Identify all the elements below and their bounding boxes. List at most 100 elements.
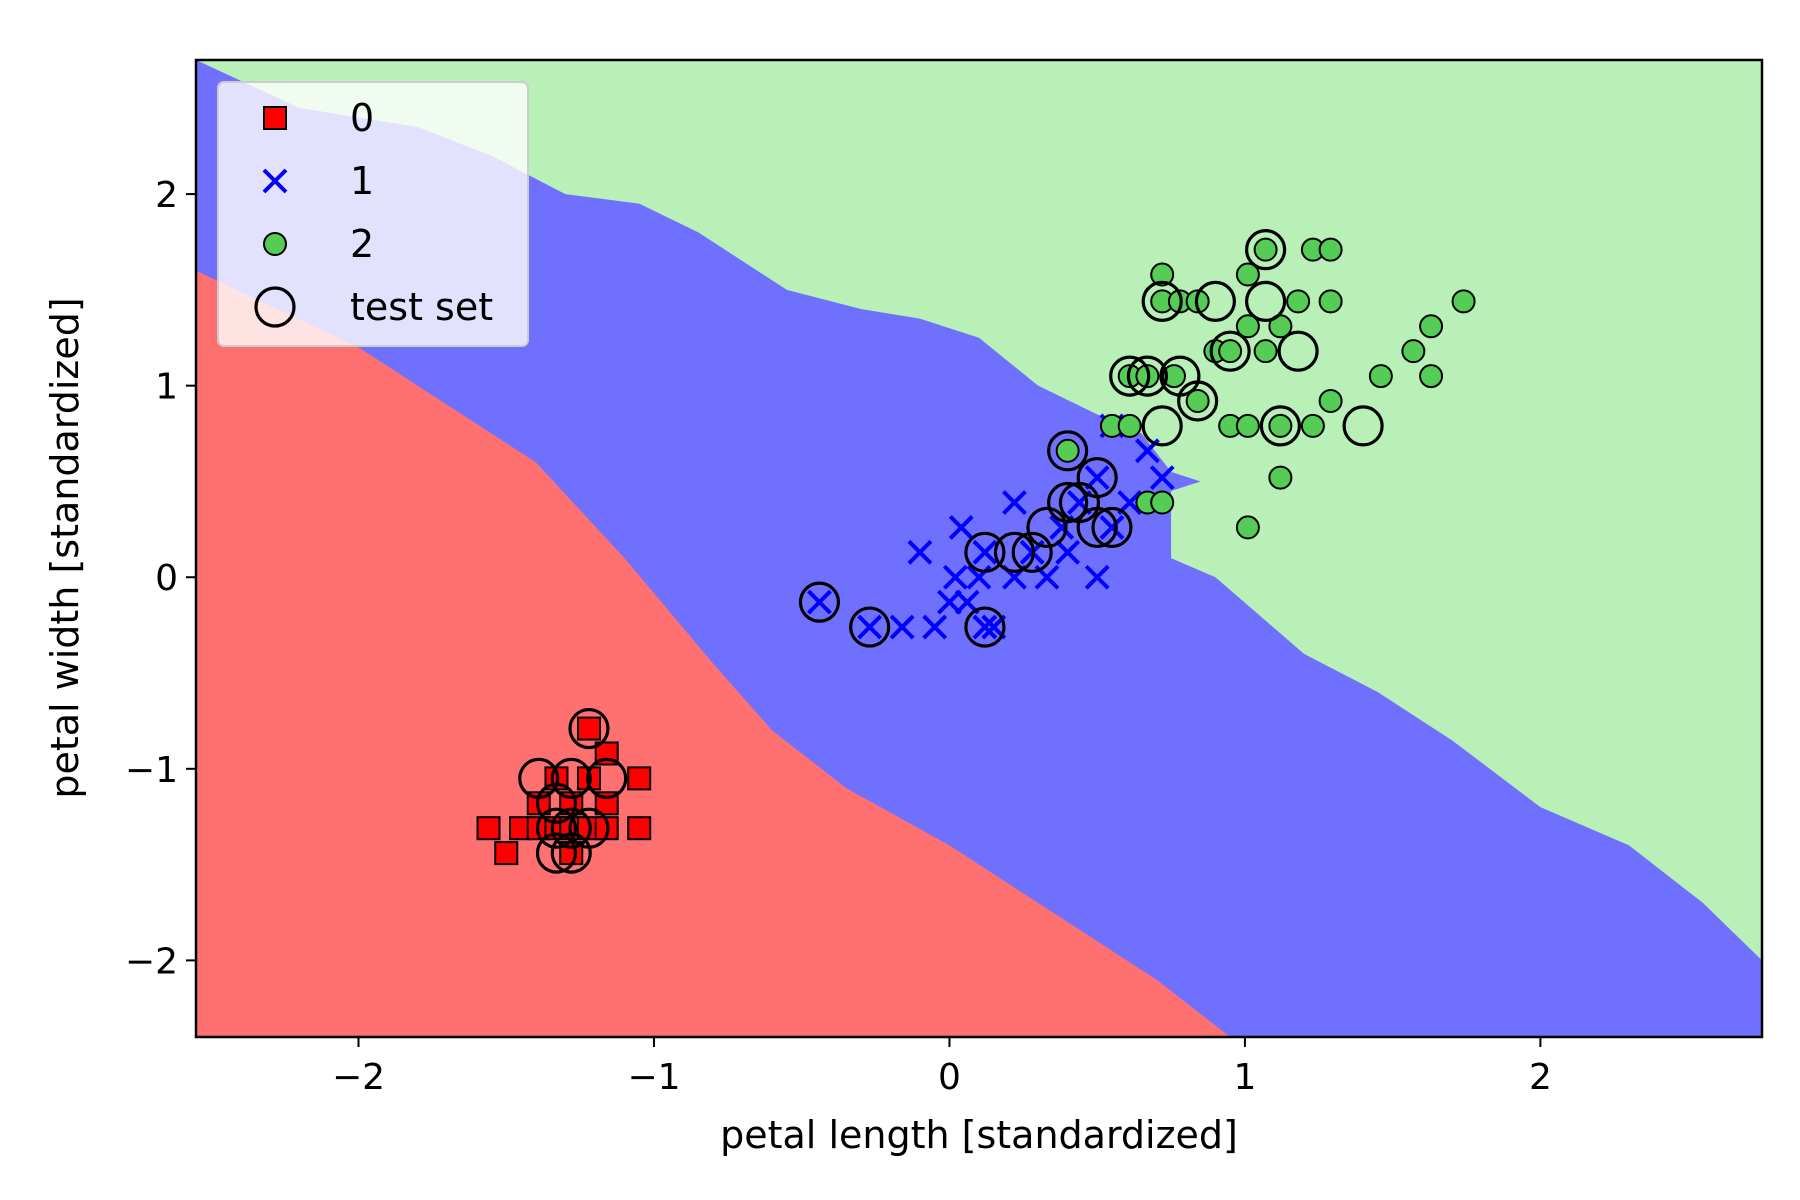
point-test-set-5 — [535, 807, 578, 849]
point-test-set-34 — [1259, 405, 1301, 447]
point-2-21 — [1253, 339, 1278, 364]
point-2-20 — [1253, 237, 1278, 262]
point-2-17 — [1235, 314, 1260, 339]
region-class-0 — [196, 270, 1231, 1037]
x-tick-label: 2 — [1529, 1057, 1552, 1098]
point-test-set-28 — [1141, 280, 1183, 322]
x-tick-label: −2 — [332, 1057, 385, 1098]
point-test-set-35 — [1342, 405, 1384, 447]
point-1-4 — [922, 614, 948, 640]
point-test-set-2 — [568, 707, 610, 750]
point-1-1 — [857, 614, 883, 640]
point-1-0 — [807, 589, 832, 615]
point-2-33 — [1419, 314, 1444, 339]
point-1-legend — [262, 168, 288, 194]
point-2-23 — [1268, 465, 1293, 490]
point-2-27 — [1300, 413, 1325, 438]
x-tick-label: 1 — [1233, 1057, 1256, 1098]
legend: 0 1 2 test set — [217, 81, 529, 347]
point-1-3 — [907, 539, 933, 565]
point-test-set-8 — [535, 832, 578, 874]
point-2-32 — [1401, 339, 1426, 364]
y-tick-label: 2 — [155, 175, 178, 216]
point-test-set-6 — [550, 807, 592, 849]
plot-frame — [194, 58, 1764, 1039]
legend-item-test-set: test set — [254, 285, 493, 329]
point-0-legend — [263, 106, 287, 130]
point-0-16 — [627, 816, 652, 841]
point-2-28 — [1318, 289, 1343, 314]
point-1-24 — [1149, 465, 1175, 491]
point-test-set-24 — [1126, 355, 1169, 397]
legend-label: test set — [350, 285, 493, 329]
point-test-set-14 — [993, 531, 1036, 573]
point-test-set-12 — [964, 531, 1006, 573]
point-2-legend — [263, 232, 287, 256]
point-test-set-16 — [1026, 506, 1068, 549]
point-test-set-25 — [1141, 405, 1183, 447]
legend-marker — [254, 286, 296, 328]
point-1-25 — [972, 614, 998, 640]
y-tick-label: 1 — [155, 367, 178, 408]
x-tick-label: 0 — [938, 1057, 961, 1098]
point-test-set-19 — [1076, 506, 1118, 549]
point-2-7 — [1150, 262, 1175, 287]
point-1-10 — [972, 539, 998, 565]
data-points — [476, 229, 1476, 874]
point-2-34 — [1419, 364, 1444, 389]
y-tick-label: 0 — [155, 558, 178, 599]
point-test-set-29 — [1194, 280, 1236, 322]
x-axis-ticks: −2 −1 0 1 2 — [332, 1037, 1552, 1098]
point-test-set-9 — [550, 832, 592, 874]
x-axis-label: petal length [standardized] — [720, 1113, 1238, 1157]
y-tick-label: −2 — [125, 941, 178, 982]
point-2-18 — [1235, 515, 1260, 540]
point-test-set-10 — [798, 581, 841, 623]
point-1-7 — [948, 515, 974, 540]
point-2-35 — [1451, 289, 1476, 314]
legend-label: 1 — [350, 159, 374, 203]
point-test-set-23 — [1109, 355, 1151, 397]
point-2-12 — [1185, 388, 1210, 413]
point-test-set-1 — [550, 757, 592, 799]
point-test-set-32 — [1245, 280, 1287, 322]
y-tick-label: −1 — [125, 750, 178, 791]
point-test-set-13 — [964, 606, 1006, 648]
point-2-30 — [1318, 237, 1343, 262]
point-0-0 — [476, 816, 501, 841]
legend-item-2: 2 — [263, 222, 374, 266]
point-test-set-33 — [1277, 330, 1319, 372]
point-test-set-31 — [1245, 229, 1287, 271]
point-2-9 — [1162, 364, 1187, 389]
point-1-17 — [1055, 539, 1081, 565]
point-0-15 — [627, 766, 652, 791]
point-2-24 — [1268, 413, 1293, 438]
point-test-set-27 — [1177, 380, 1219, 422]
point-1-13 — [1002, 490, 1027, 515]
y-axis-ticks: −2 −1 0 1 2 — [125, 175, 196, 982]
point-test-set-17 — [1047, 481, 1089, 524]
point-1-5 — [937, 589, 962, 615]
point-test-set-11 — [849, 606, 891, 648]
x-tick-label: −1 — [627, 1057, 680, 1098]
point-1-19 — [1084, 564, 1110, 590]
legend-box — [217, 81, 529, 347]
point-test-set-22 — [1047, 430, 1089, 472]
legend-label: 2 — [350, 222, 374, 266]
point-2-31 — [1368, 364, 1393, 389]
point-test-set-15 — [1011, 531, 1053, 573]
point-test-set-20 — [1091, 506, 1133, 549]
point-2-19 — [1235, 413, 1260, 438]
point-2-14 — [1218, 339, 1243, 364]
point-2-25 — [1286, 289, 1311, 314]
legend-item-0: 0 — [263, 96, 374, 140]
point-1-2 — [889, 614, 915, 640]
series-test-set — [518, 229, 1384, 874]
legend-item-1: 1 — [262, 159, 374, 203]
point-test-set-4 — [535, 782, 578, 824]
point-2-8 — [1150, 490, 1175, 515]
point-2-16 — [1235, 262, 1260, 287]
point-test-set-21 — [1076, 457, 1118, 499]
point-test-set-3 — [586, 757, 628, 799]
